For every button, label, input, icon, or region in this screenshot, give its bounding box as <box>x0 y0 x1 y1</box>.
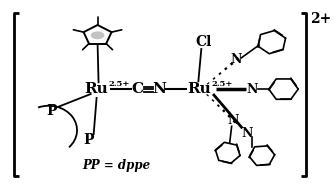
Text: 2.5+: 2.5+ <box>108 80 130 88</box>
Text: PP = dppe: PP = dppe <box>82 159 150 172</box>
Text: N: N <box>231 53 242 66</box>
Text: P: P <box>83 133 94 147</box>
Text: 2.5+: 2.5+ <box>211 80 232 88</box>
Text: P: P <box>46 104 57 118</box>
Text: N: N <box>152 82 166 96</box>
Text: Cl: Cl <box>195 35 211 49</box>
Text: 2+: 2+ <box>310 12 331 26</box>
Text: Ru: Ru <box>188 82 211 96</box>
Text: Ru: Ru <box>85 82 109 96</box>
Text: N: N <box>247 83 258 96</box>
Text: C: C <box>132 82 144 96</box>
Text: N: N <box>228 114 239 127</box>
Text: N: N <box>242 127 253 140</box>
Ellipse shape <box>91 31 105 39</box>
